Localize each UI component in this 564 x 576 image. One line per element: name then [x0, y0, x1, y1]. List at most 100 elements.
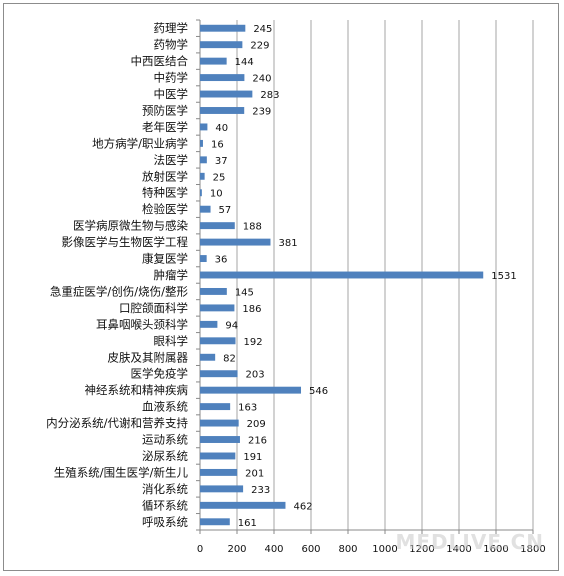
category-label: 生殖系统/围生医学/新生儿: [54, 465, 189, 479]
category-label: 皮肤及其附属器: [108, 350, 189, 364]
category-label: 耳鼻咽喉头颈科学: [96, 317, 188, 331]
bar: [200, 271, 484, 279]
bar: [200, 24, 246, 32]
value-label: 201: [245, 468, 264, 479]
category-label: 眼科学: [154, 334, 189, 348]
category-label: 放射医学: [142, 169, 188, 183]
bar: [200, 74, 245, 82]
value-label: 94: [225, 320, 238, 331]
category-label: 康复医学: [142, 252, 188, 266]
category-label: 中药学: [154, 71, 189, 85]
value-label: 240: [252, 74, 271, 85]
category-label: 药理学: [154, 21, 189, 35]
value-label: 462: [293, 501, 312, 512]
bar: [200, 501, 286, 509]
bar: [200, 156, 207, 164]
x-tick-label: 1400: [446, 544, 471, 555]
bar: [200, 468, 238, 476]
value-label: 239: [252, 106, 271, 117]
bar: [200, 172, 205, 180]
value-label: 161: [238, 518, 257, 529]
bar: [200, 255, 207, 263]
bar: [200, 353, 216, 361]
category-label: 老年医学: [142, 120, 188, 134]
category-label: 法医学: [154, 153, 189, 167]
x-tick-label: 0: [197, 544, 203, 555]
bar: [200, 57, 227, 65]
category-label: 消化系统: [142, 482, 188, 496]
x-tick-label: 1800: [520, 544, 545, 555]
x-tick-label: 1000: [372, 544, 397, 555]
value-label: 57: [219, 205, 232, 216]
bar: [200, 386, 302, 394]
category-label: 急重症医学/创伤/烧伤/整形: [50, 284, 189, 298]
bar: [200, 452, 236, 460]
category-label: 循环系统: [142, 498, 188, 512]
value-label: 209: [247, 419, 266, 430]
value-label: 192: [244, 337, 263, 348]
bar: [200, 238, 271, 246]
category-label: 泌尿系统: [142, 449, 188, 463]
bar: [200, 189, 202, 197]
category-label: 中医学: [154, 87, 189, 101]
category-label: 运动系统: [142, 433, 188, 447]
bar: [200, 41, 243, 49]
value-label: 40: [215, 123, 228, 134]
value-label: 283: [260, 90, 279, 101]
category-label: 神经系统和精神疾病: [85, 383, 189, 397]
category-label: 检验医学: [142, 202, 188, 216]
value-label: 546: [309, 386, 328, 397]
bar: [200, 287, 227, 295]
chart-frame: [3, 3, 559, 571]
category-label: 医学病原微生物与感染: [73, 219, 188, 233]
x-tick-label: 400: [264, 544, 283, 555]
x-tick-label: 1600: [483, 544, 508, 555]
category-label: 预防医学: [142, 103, 188, 117]
bar: [200, 123, 208, 131]
bar: [200, 485, 244, 493]
category-label: 医学免疫学: [131, 367, 189, 381]
bar: [200, 304, 235, 312]
value-label: 381: [278, 238, 297, 249]
bar: [200, 436, 240, 443]
value-label: 229: [250, 41, 269, 52]
bar: [200, 222, 235, 230]
value-label: 245: [253, 24, 272, 35]
value-label: 203: [246, 370, 265, 381]
category-label: 内分泌系统/代谢和营养支持: [46, 416, 188, 430]
value-label: 16: [211, 139, 224, 150]
category-label: 肿瘤学: [154, 268, 189, 282]
x-tick-label: 200: [227, 544, 246, 555]
category-label: 口腔颌面科学: [119, 301, 188, 315]
value-label: 216: [248, 436, 267, 447]
value-label: 36: [215, 255, 228, 266]
bar: [200, 337, 236, 345]
value-label: 25: [213, 172, 226, 183]
bar: [200, 419, 239, 427]
bar: [200, 320, 218, 328]
bar: [200, 370, 238, 378]
bar: [200, 139, 203, 147]
value-label: 1531: [491, 271, 516, 282]
category-label: 中西医结合: [131, 54, 189, 68]
category-label: 呼吸系统: [142, 515, 188, 529]
x-tick-label: 600: [301, 544, 320, 555]
bar: [200, 90, 253, 98]
value-label: 82: [223, 353, 236, 364]
value-label: 10: [210, 189, 223, 200]
bar: [200, 205, 211, 213]
x-tick-label: 800: [338, 544, 357, 555]
value-label: 145: [235, 287, 254, 298]
value-label: 37: [215, 156, 228, 167]
category-label: 特种医学: [142, 186, 188, 200]
category-label: 血液系统: [142, 400, 188, 414]
x-tick-label: 1200: [409, 544, 434, 555]
value-label: 233: [251, 485, 270, 496]
value-label: 188: [243, 222, 262, 233]
watermark: MEDLIVE.CN: [395, 530, 544, 554]
value-label: 144: [235, 57, 254, 68]
bar: [200, 403, 231, 411]
category-label: 药物学: [154, 38, 189, 52]
value-label: 191: [243, 452, 262, 463]
